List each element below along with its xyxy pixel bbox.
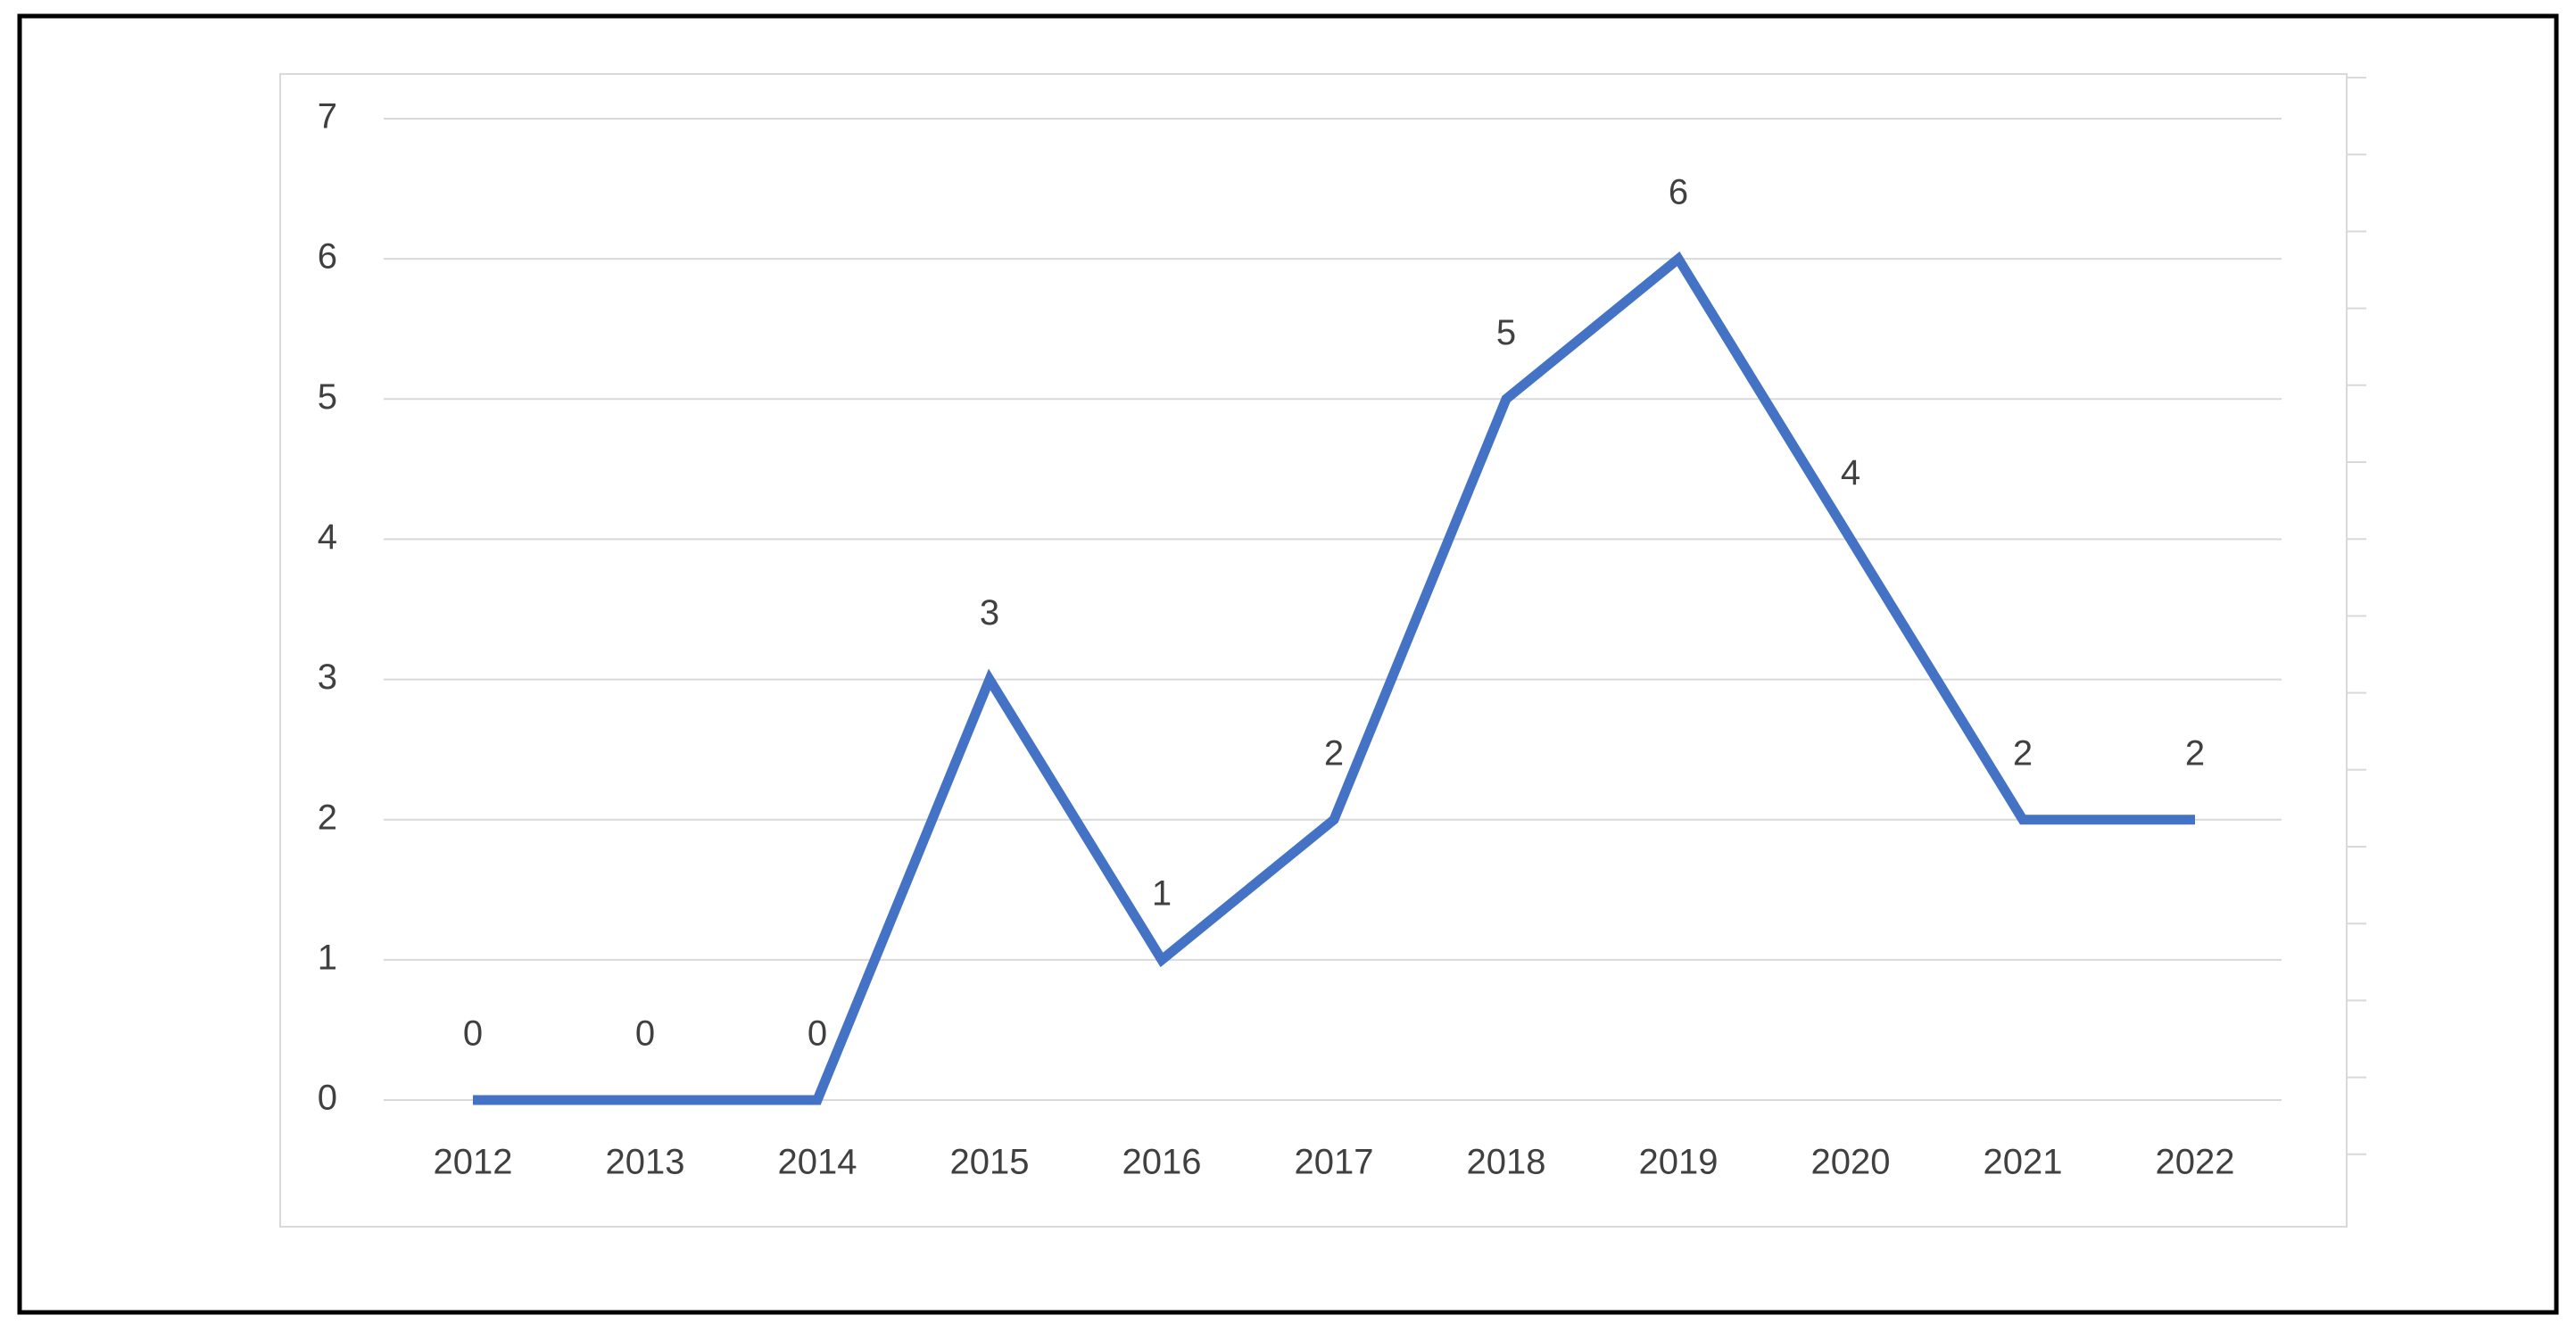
data-label: 2	[2013, 733, 2033, 773]
y-tick-label: 6	[318, 237, 337, 277]
data-label: 0	[635, 1014, 655, 1054]
y-tick-label: 4	[318, 517, 337, 557]
x-tick-label: 2015	[950, 1143, 1030, 1182]
x-tick-label: 2014	[778, 1143, 857, 1182]
x-tick-label: 2012	[434, 1143, 513, 1182]
x-tick-label: 2017	[1295, 1143, 1374, 1182]
plot-frame	[279, 73, 2348, 1228]
data-label: 3	[980, 593, 999, 633]
x-tick-label: 2016	[1122, 1143, 1202, 1182]
data-label: 6	[1669, 173, 1688, 212]
data-label: 2	[2185, 733, 2205, 773]
x-tick-label: 2018	[1467, 1143, 1546, 1182]
x-tick-label: 2021	[1984, 1143, 2063, 1182]
y-tick-label: 3	[318, 658, 337, 697]
x-tick-label: 2013	[606, 1143, 685, 1182]
y-tick-label: 5	[318, 377, 337, 417]
data-line	[473, 251, 2195, 1105]
data-label: 1	[1152, 873, 1172, 913]
data-label: 0	[808, 1014, 827, 1054]
x-tick-label: 2020	[1811, 1143, 1891, 1182]
data-label: 5	[1496, 313, 1516, 352]
data-label: 0	[463, 1014, 483, 1054]
data-label: 4	[1841, 453, 1860, 492]
data-label: 2	[1324, 733, 1344, 773]
x-tick-label: 2022	[2156, 1143, 2235, 1182]
outer-border	[17, 13, 2559, 1315]
y-tick-label: 1	[318, 938, 337, 977]
y-tick-label: 0	[318, 1079, 337, 1118]
y-tick-label: 2	[318, 798, 337, 837]
x-tick-label: 2019	[1639, 1143, 1719, 1182]
y-tick-label: 7	[318, 97, 337, 137]
